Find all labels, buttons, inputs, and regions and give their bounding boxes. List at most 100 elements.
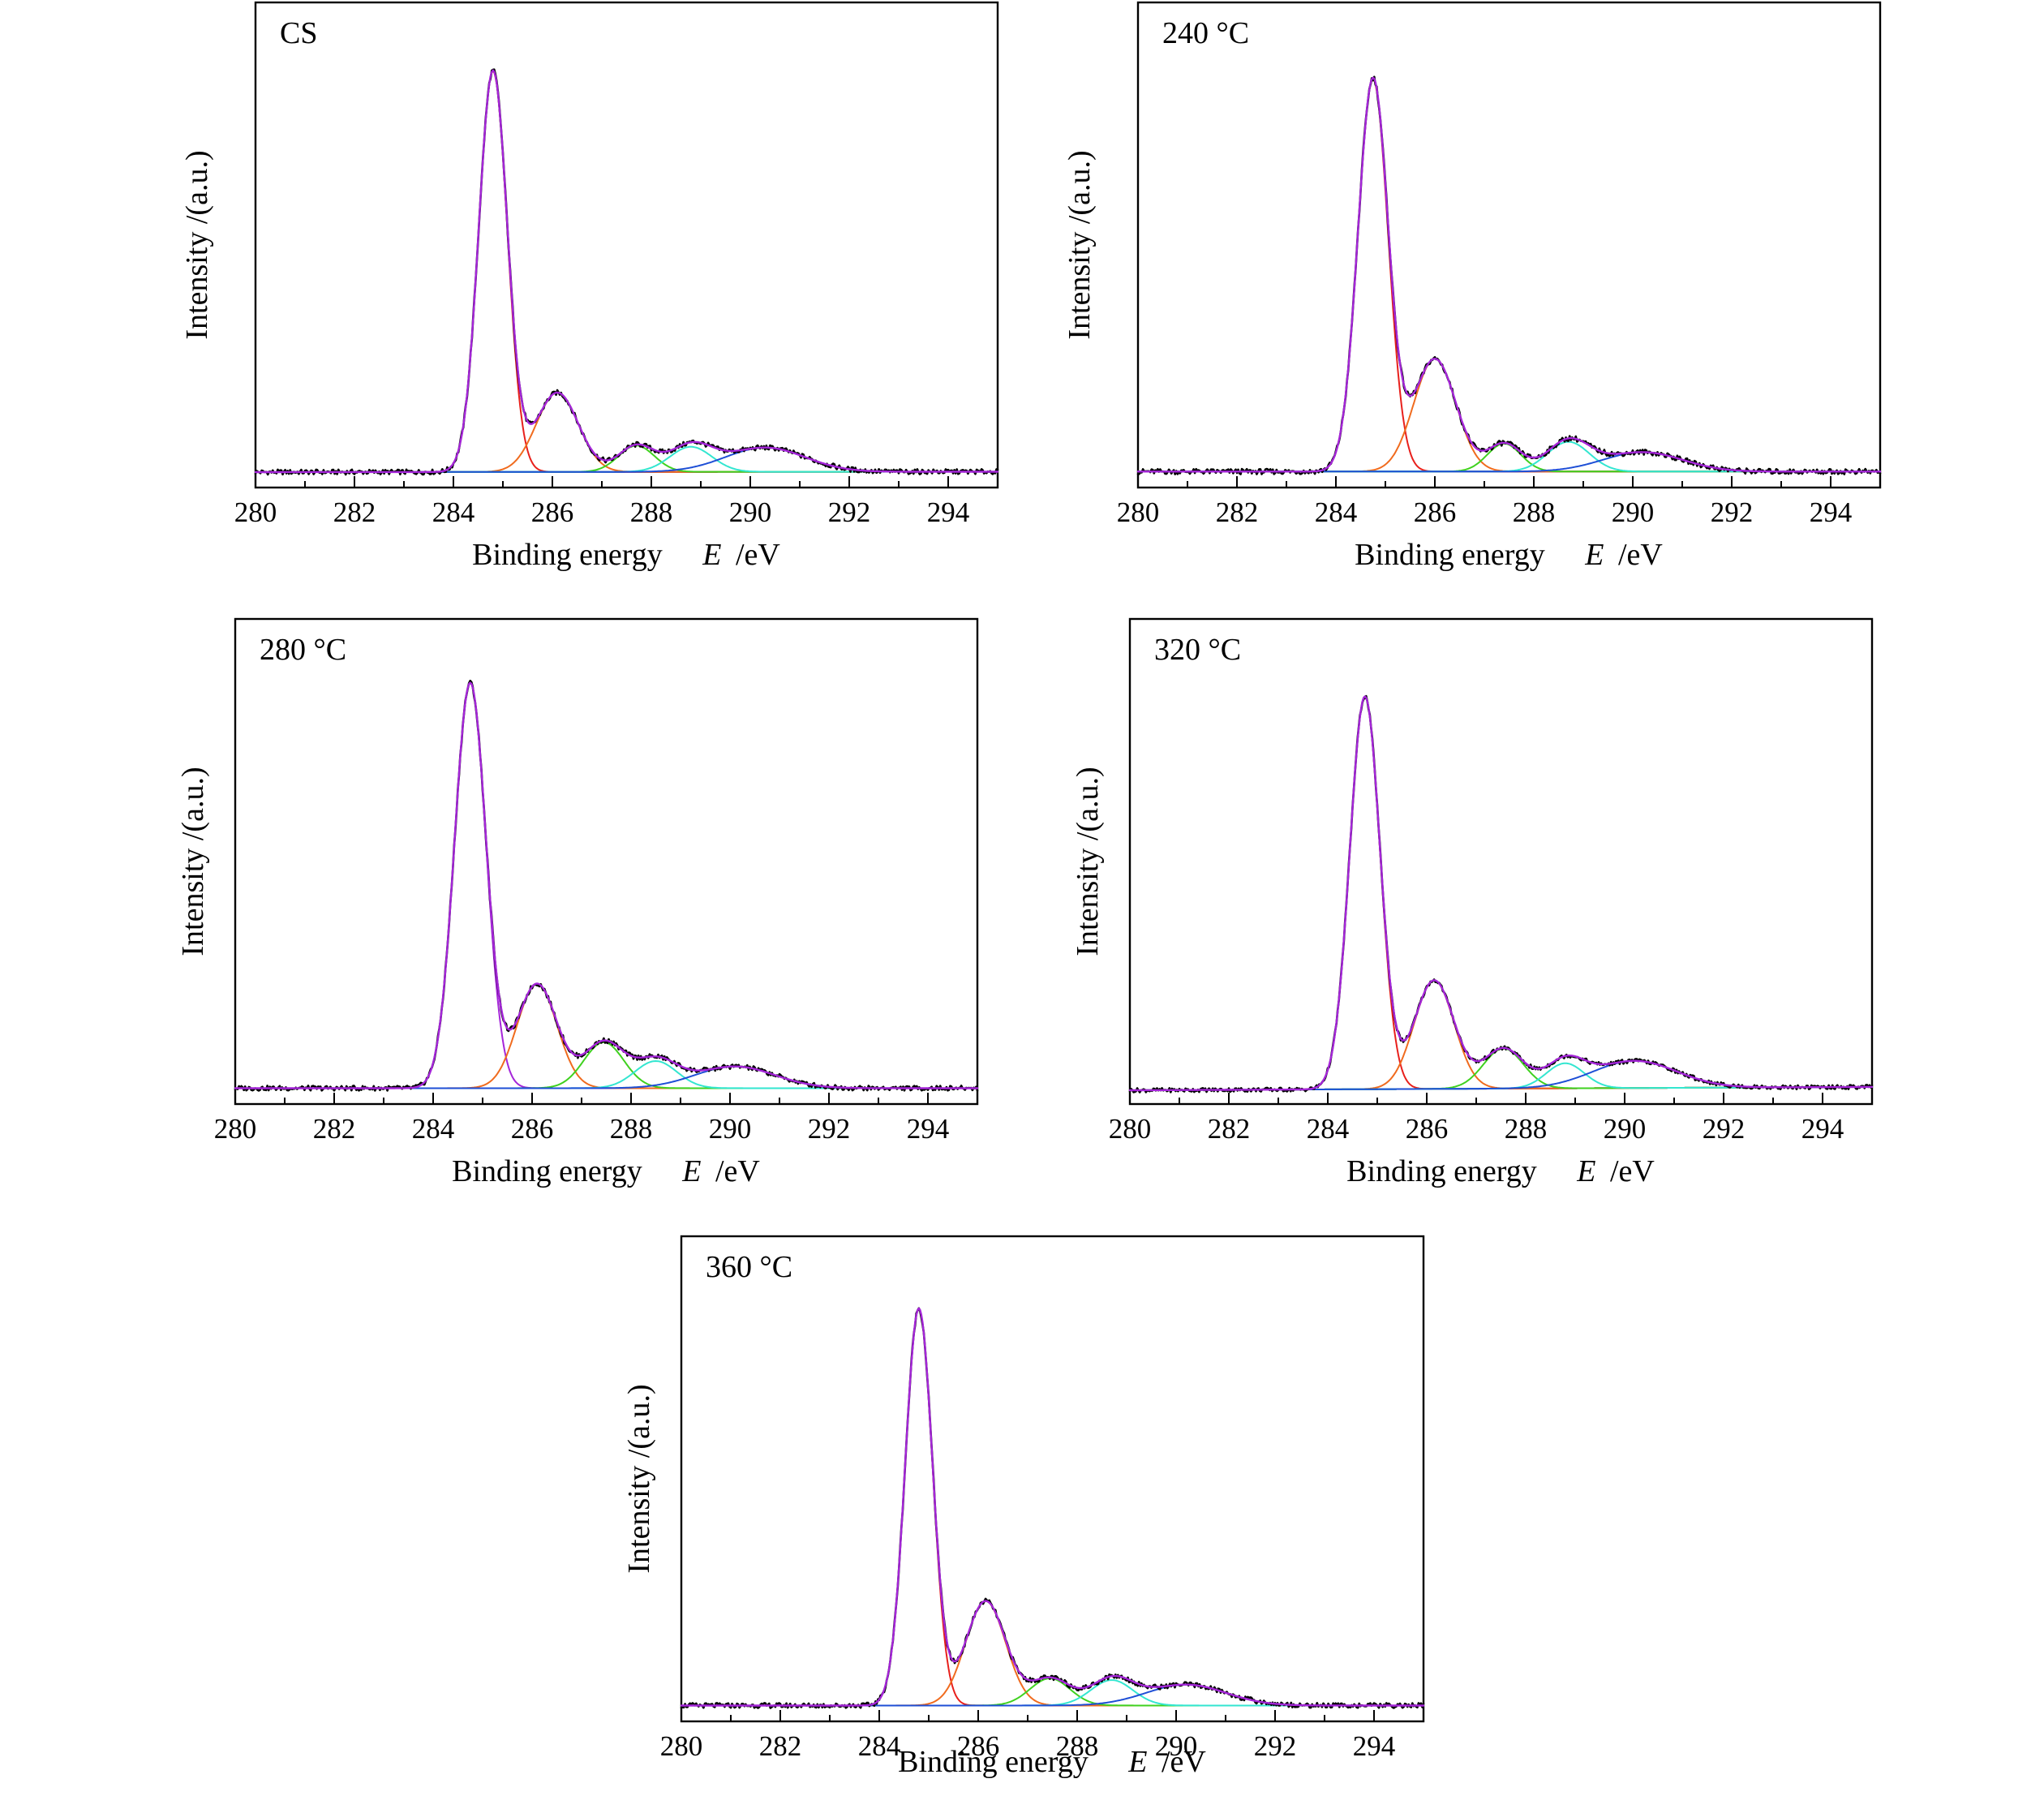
x-tick-layer: 280 282 284 286 288 290 292 294 [660,1710,1424,1762]
x-tick-label: 286 [511,1113,554,1145]
x-tick-layer: 280 282 284 286 288 290 292 294 [1109,1093,1873,1145]
x-tick-label: 286 [1414,496,1457,528]
x-tick-label: 292 [828,496,871,528]
x-tick-label: 290 [729,496,772,528]
x-tick-label: 294 [1810,496,1853,528]
x-tick-label: 284 [858,1730,901,1762]
y-axis-label: Intensity /(a.u.) [176,767,210,956]
x-tick-label: 292 [1711,496,1754,528]
x-tick-label: 290 [1155,1730,1198,1762]
plot-frame [1136,1,1882,489]
x-axis-label-unit: /eV [1610,1154,1655,1188]
fit-component-3 [1137,442,1881,473]
panel-title: 360 °C [706,1250,792,1284]
x-tick-label: 284 [412,1113,455,1145]
fit-component-4 [681,1679,1424,1707]
panel-title: CS [280,16,317,50]
x-tick-label: 286 [957,1730,1000,1762]
plot-frame [680,1235,1425,1723]
panel-title: 240 °C [1162,16,1249,50]
x-tick-label: 292 [808,1113,851,1145]
fit-component-3 [1129,1047,1873,1091]
plot-frame [234,617,979,1106]
x-tick-label: 288 [1505,1113,1548,1145]
series-layer [1136,75,1882,475]
x-tick-label: 282 [1208,1113,1251,1145]
fit-component-1 [1137,78,1881,473]
fit-component-1 [681,1308,1424,1707]
x-tick-label: 280 [660,1730,703,1762]
x-tick-label: 286 [531,496,574,528]
x-tick-label: 290 [1612,496,1655,528]
x-tick-label: 280 [1109,1113,1152,1145]
x-axis-label-unit: /eV [1162,1745,1206,1779]
measured-spectrum [234,679,979,1092]
x-tick-label: 284 [1315,496,1358,528]
x-axis-label-text: Binding energy [452,1154,642,1188]
x-axis-label-text: Binding energy [1346,1154,1537,1188]
x-tick-label: 294 [1353,1730,1396,1762]
x-tick-label: 294 [907,1113,950,1145]
y-axis-label: Intensity /(a.u.) [180,150,214,339]
x-tick-label: 288 [630,496,673,528]
panel-280c: 280 282 284 286 288 290 292 294 280 °C Intensit… [176,617,979,1188]
x-tick-label: 292 [1254,1730,1297,1762]
x-axis-label: Binding energy E /eV [1346,1154,1655,1188]
fit-component-3 [681,1678,1424,1707]
fit-envelope [254,69,999,474]
x-axis-label-text: Binding energy [1355,538,1545,572]
fit-component-2 [1129,979,1873,1091]
panel-240c: 280 282 284 286 288 290 292 294 240 °C Intensit… [1063,1,1882,572]
fit-envelope [1136,76,1882,473]
x-tick-label: 294 [1801,1113,1844,1145]
y-axis-label: Intensity /(a.u.) [622,1384,656,1573]
fit-component-2 [234,982,978,1089]
fit-component-3 [234,1041,978,1089]
x-tick-label: 292 [1703,1113,1746,1145]
fit-component-1 [255,70,998,473]
fit-component-5 [234,1065,978,1089]
panel-cs: 280 282 284 286 288 290 292 294 CS Intensity /(… [180,1,999,572]
x-axis-label-symbol: E [702,538,721,572]
fit-component-2 [681,1600,1424,1707]
x-tick-label: 294 [927,496,970,528]
fit-component-4 [1137,440,1881,473]
x-tick-layer: 280 282 284 286 288 290 292 294 [214,1093,978,1145]
fit-component-2 [255,391,998,473]
x-axis-label: Binding energy E /eV [898,1745,1206,1779]
measured-spectrum [680,1307,1425,1709]
x-tick-label: 284 [1307,1113,1350,1145]
x-tick-label: 286 [1406,1113,1449,1145]
plot-frame [1128,617,1874,1106]
y-axis-label: Intensity /(a.u.) [1063,150,1097,339]
x-axis-label-text: Binding energy [898,1745,1089,1779]
x-axis-label: Binding energy E /eV [1355,538,1663,572]
fit-component-5 [681,1683,1424,1707]
x-tick-label: 284 [432,496,475,528]
panel-title: 280 °C [260,633,346,667]
fit-component-4 [234,1060,978,1089]
x-tick-label: 282 [1216,496,1259,528]
x-tick-label: 288 [1056,1730,1099,1762]
x-tick-label: 290 [1604,1113,1647,1145]
fit-component-5 [255,446,998,473]
x-axis-label-symbol: E [681,1154,701,1188]
panel-320c: 280 282 284 286 288 290 292 294 320 °C Intensit… [1071,617,1874,1188]
x-axis-label-symbol: E [1584,538,1604,572]
x-tick-label: 280 [214,1113,257,1145]
x-tick-label: 282 [759,1730,802,1762]
x-tick-label: 280 [234,496,277,528]
series-layer [234,679,979,1092]
plot-frame [254,1,999,489]
series-layer [680,1307,1425,1709]
x-tick-label: 280 [1117,496,1160,528]
fit-component-1 [234,682,978,1089]
x-tick-layer: 280 282 284 286 288 290 292 294 [1117,476,1881,528]
fit-envelope [1128,695,1874,1092]
x-axis-label-unit: /eV [736,538,780,572]
measured-spectrum [1128,694,1874,1093]
x-tick-layer: 280 282 284 286 288 290 292 294 [234,476,998,528]
x-axis-label-symbol: E [1576,1154,1595,1188]
fit-envelope [234,681,979,1089]
measured-spectrum [1136,75,1882,475]
